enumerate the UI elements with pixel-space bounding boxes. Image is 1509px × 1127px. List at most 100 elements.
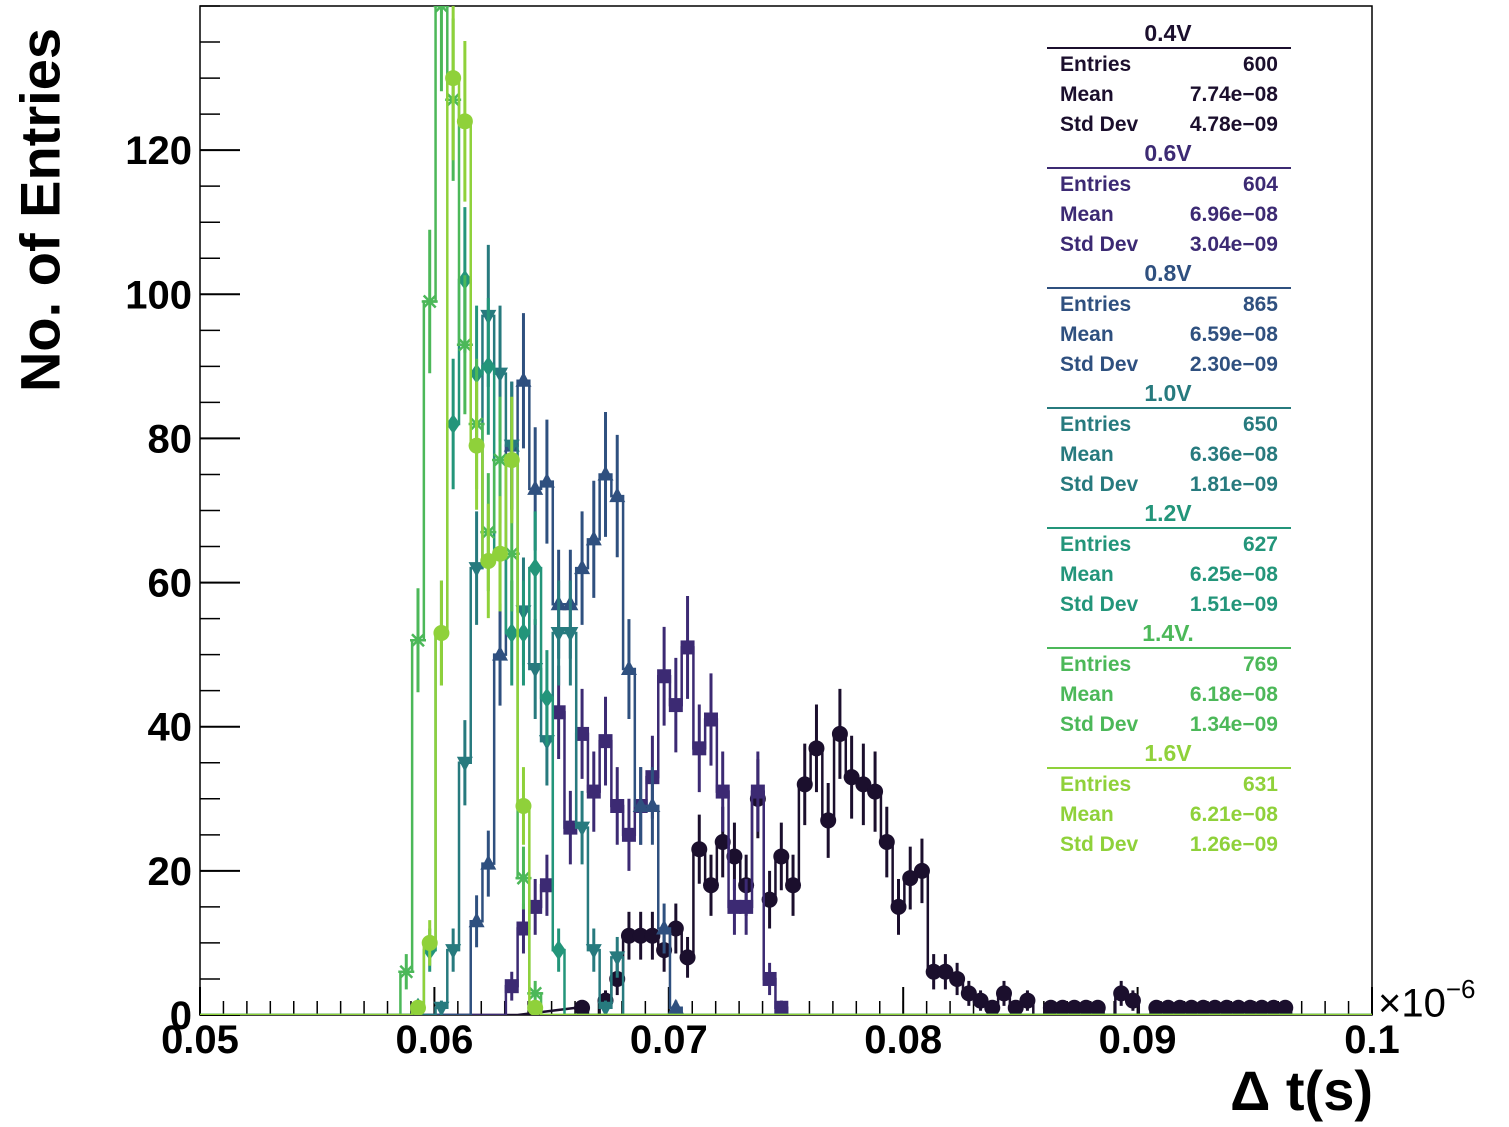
data-point [585, 944, 602, 960]
stats-key: Entries [1060, 533, 1131, 556]
series-step-line [200, 314, 1372, 1015]
data-point [504, 623, 519, 644]
data-point [445, 944, 462, 960]
x-tick-label: 0.07 [630, 1018, 708, 1062]
data-point [796, 776, 813, 793]
data-point [598, 734, 613, 749]
data-point [715, 784, 730, 799]
data-point [585, 530, 602, 546]
data-point [528, 899, 543, 914]
stats-key: Entries [1060, 53, 1131, 76]
data-point [831, 725, 848, 742]
y-tick-label: 20 [148, 850, 193, 894]
data-point [480, 552, 497, 569]
stats-title: 1.4V. [1142, 620, 1194, 646]
data-point [421, 293, 438, 310]
series-layer [200, 6, 1372, 1015]
data-point [480, 854, 497, 870]
data-point [739, 899, 754, 914]
data-point [610, 798, 625, 813]
stats-box-5: 1.4V. Entries 769 Mean 6.18e−08 Std Dev 1.34e−… [1047, 620, 1291, 736]
data-point [492, 367, 509, 383]
data-point [527, 663, 544, 679]
data-point [492, 545, 509, 562]
data-point [867, 783, 884, 800]
data-point [492, 645, 509, 661]
x-multiplier-exponent: −6 [1445, 974, 1476, 1004]
data-point [1089, 999, 1106, 1015]
stats-key: Entries [1060, 773, 1131, 796]
data-point [632, 796, 649, 812]
data-point [855, 776, 872, 793]
stats-value: 6.59e−08 [1190, 323, 1278, 346]
stats-title: 0.4V [1144, 20, 1192, 46]
x-axis-multiplier: ×10−6 [1378, 974, 1476, 1026]
data-point [984, 999, 1001, 1015]
stats-key: Std Dev [1060, 353, 1139, 376]
series-1 [200, 595, 1372, 1015]
stats-value: 3.04e−09 [1190, 233, 1278, 256]
stats-value: 6.21e−08 [1190, 803, 1278, 826]
data-point [503, 452, 520, 469]
data-point [527, 999, 544, 1015]
y-tick-label: 0 [170, 994, 192, 1038]
data-point [468, 437, 485, 454]
stats-key: Std Dev [1060, 713, 1139, 736]
axes: 0.05 0.06 0.07 0.08 0.09 0.1 0 20 40 60 80 100 120 [125, 5, 1400, 1062]
data-point [1160, 999, 1177, 1015]
data-point [714, 834, 731, 851]
data-point [878, 834, 895, 851]
stats-value: 600 [1243, 53, 1278, 76]
stats-key: Mean [1060, 323, 1114, 346]
data-point [913, 862, 930, 879]
data-point [972, 992, 989, 1009]
data-point [597, 465, 614, 481]
data-point [575, 726, 590, 741]
data-point [586, 784, 601, 799]
stats-box-3: 1.0V Entries 650 Mean 6.36e−08 Std Dev 1.81e−0… [1047, 380, 1291, 496]
data-point [609, 970, 626, 987]
data-point [949, 970, 966, 987]
stats-value: 769 [1243, 653, 1278, 676]
data-point [1230, 999, 1247, 1015]
stats-box-1: 0.6V Entries 604 Mean 6.96e−08 Std Dev 3.04e−0… [1047, 140, 1291, 256]
stats-key: Mean [1060, 683, 1114, 706]
x-axis-label: Δ t(s) [1230, 1059, 1373, 1122]
data-point [644, 796, 661, 812]
data-point [515, 371, 532, 387]
stats-value: 6.36e−08 [1190, 443, 1278, 466]
data-point [762, 971, 777, 986]
stats-key: Entries [1060, 173, 1131, 196]
stats-value: 627 [1243, 533, 1278, 556]
stats-key: Mean [1060, 563, 1114, 586]
stats-key: Mean [1060, 203, 1114, 226]
data-point [503, 545, 520, 562]
stats-value: 1.26e−09 [1190, 833, 1278, 856]
data-point [750, 784, 765, 799]
data-point [902, 870, 919, 887]
data-point [1183, 999, 1200, 1015]
data-point [727, 899, 742, 914]
x-tick-label: 0.1 [1344, 1018, 1400, 1062]
data-point [1019, 992, 1036, 1009]
stats-value: 650 [1243, 413, 1278, 436]
data-point [1148, 999, 1165, 1015]
x-tick-label: 0.06 [395, 1018, 473, 1062]
y-tick-label: 100 [125, 273, 192, 317]
stats-value: 6.18e−08 [1190, 683, 1278, 706]
data-point [563, 820, 578, 835]
stats-title: 1.0V [1144, 380, 1192, 406]
data-point [632, 927, 649, 944]
data-point [609, 487, 626, 503]
data-point [1171, 999, 1188, 1015]
stats-title: 1.2V [1144, 500, 1192, 526]
data-point [409, 632, 426, 649]
data-point [680, 640, 695, 655]
data-point [538, 472, 555, 488]
stats-legend: 0.4V Entries 600 Mean 7.74e−08 Std Dev 4.78e−0… [1047, 20, 1291, 856]
data-point [551, 940, 566, 961]
data-point [1253, 999, 1270, 1015]
data-point [528, 558, 543, 579]
data-point [761, 891, 778, 908]
data-point [668, 698, 683, 713]
